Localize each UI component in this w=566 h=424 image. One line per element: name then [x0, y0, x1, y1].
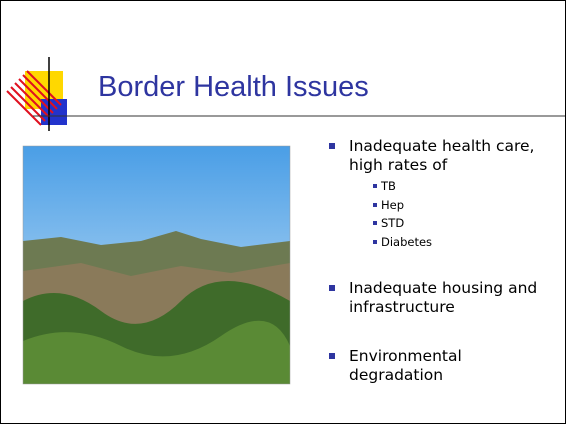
- landscape-photo: [1, 1, 301, 401]
- sub-bullet: Hep: [373, 196, 554, 215]
- sub-bullet: Diabetes: [373, 233, 554, 252]
- sub-bullet: STD: [373, 214, 554, 233]
- bullet: Inadequate housing and infrastructure: [329, 279, 544, 317]
- bullet: Environmental degradation: [329, 347, 544, 385]
- sub-bullet: TB: [373, 177, 554, 196]
- slide: Border Health Issues Inadequate health c…: [0, 0, 566, 424]
- slide-title: Border Health Issues: [98, 71, 369, 104]
- bullet: Inadequate health care, high rates of: [329, 137, 544, 175]
